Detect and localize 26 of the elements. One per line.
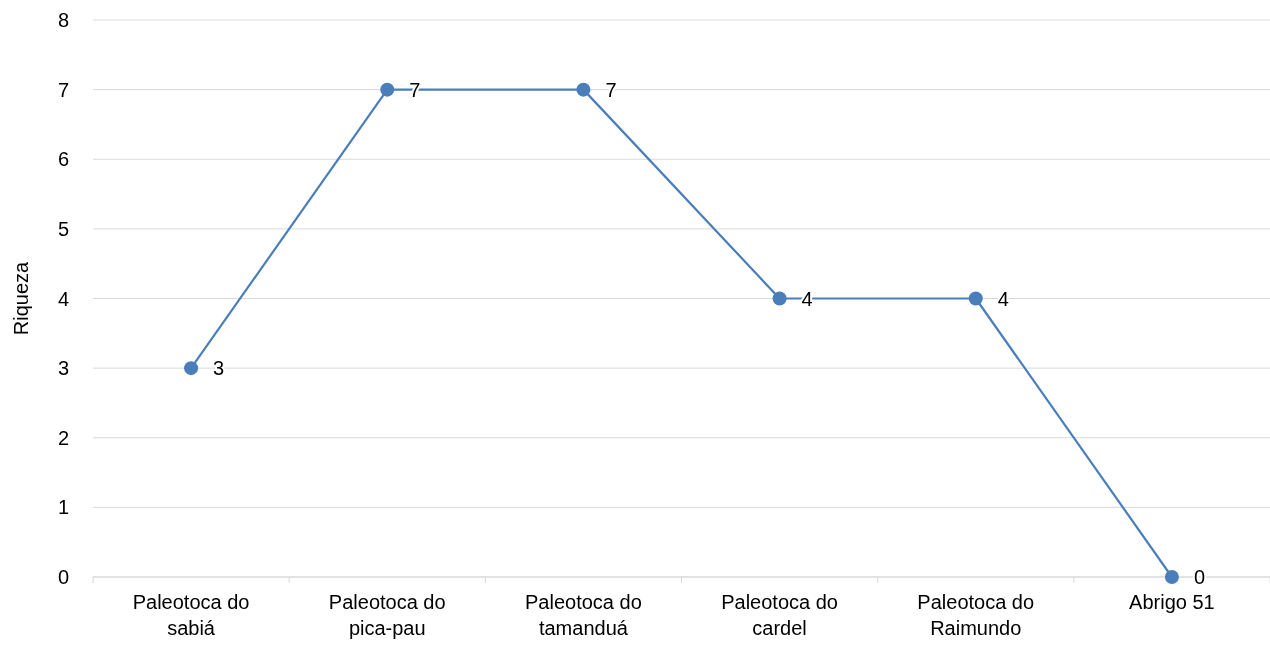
x-tick-label: Paleotoca do sabiá: [132, 591, 250, 639]
point: [772, 291, 787, 306]
point: [380, 82, 395, 97]
y-tick-label: 0: [57, 566, 69, 588]
y-tick-label: 3: [57, 357, 69, 380]
point: [1164, 570, 1179, 584]
point: [576, 82, 591, 97]
y-tick-label: 5: [57, 217, 69, 240]
y-tick-label: 2: [57, 426, 69, 449]
x-tick-label: Abrigo 51: [1129, 591, 1215, 613]
y-tick-label: 6: [57, 148, 69, 171]
y-tick-label: 7: [57, 78, 69, 101]
point: [184, 361, 199, 376]
x-tick-label: Paleotoca do tamanduá: [525, 591, 642, 639]
data-label: 0: [1193, 566, 1206, 588]
x-tick-label: Paleotoca do cardel: [721, 591, 838, 639]
x-tick-label: Paleotoca do pica-pau: [328, 591, 446, 639]
data-label: 3: [213, 357, 225, 380]
data-label: 4: [997, 287, 1009, 310]
x-tick-label: Paleotoca do Raimundo: [917, 591, 1035, 639]
y-axis-title: Riqueza: [10, 260, 32, 336]
point: [968, 291, 983, 306]
y-tick-label: 8: [57, 9, 69, 31]
y-tick-label: 4: [57, 287, 69, 310]
data-label: 7: [605, 78, 617, 101]
y-tick-label: 1: [57, 496, 69, 519]
